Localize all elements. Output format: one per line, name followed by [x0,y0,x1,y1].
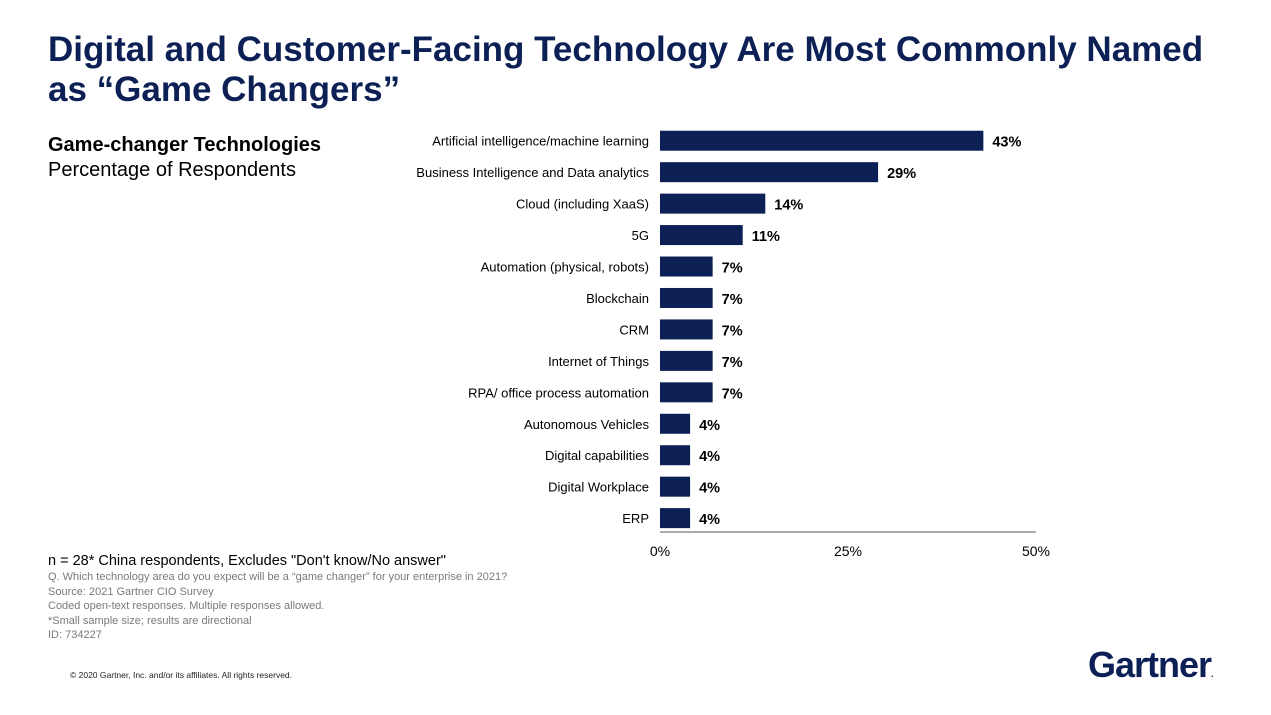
data-label: 43% [992,135,1021,151]
category-label: Digital capabilities [545,448,650,463]
category-label: Blockchain [586,291,649,306]
bar [660,130,984,151]
x-tick-label: 0% [650,543,670,559]
bar [660,162,879,183]
footnote-sample-size: n = 28* China respondents, Excludes "Don… [48,553,446,569]
bar [660,445,691,466]
copyright: © 2020 Gartner, Inc. and/or its affiliat… [70,670,293,680]
data-label: 4% [699,449,720,465]
data-label: 7% [722,323,743,339]
category-label: CRM [619,322,649,337]
footnote-question: Q. Which technology area do you expect w… [48,571,508,583]
category-label: Internet of Things [548,354,649,369]
category-label: Digital Workplace [548,480,649,495]
category-label: Artificial intelligence/machine learning [432,134,649,149]
logo-mark: . [1211,669,1214,679]
bar [660,225,743,246]
data-label: 4% [699,481,720,497]
x-tick-label: 25% [834,543,862,559]
bar [660,508,691,529]
category-label: RPA/ office process automation [468,385,649,400]
category-label: Cloud (including XaaS) [516,197,649,212]
slide-title: Digital and Customer-Facing Technology A… [48,30,1204,109]
data-label: 4% [699,418,720,434]
category-label: Autonomous Vehicles [524,417,650,432]
footnote-id: ID: 734227 [48,629,102,641]
category-label: Business Intelligence and Data analytics [416,165,649,180]
bar [660,287,713,308]
bar [660,256,713,277]
footnote-coding: Coded open-text responses. Multiple resp… [48,600,325,612]
chart-subtitle-main: Game-changer Technologies [48,134,322,156]
gartner-logo: Gartner. [1088,645,1214,694]
data-label: 11% [752,229,780,245]
category-label: 5G [632,228,649,243]
logo-text: Gartner [1088,644,1212,685]
chart-subtitle: Game-changer Technologies Percentage of … [48,133,321,183]
bar [660,319,713,340]
bar-chart: Artificial intelligence/machine learning… [416,130,1050,559]
footnote-source: Source: 2021 Gartner CIO Survey [48,585,214,598]
category-label: Automation (physical, robots) [481,260,649,275]
bar [660,413,691,434]
data-label: 4% [699,512,720,528]
footnotes: n = 28* China respondents, Excludes "Don… [48,552,507,643]
data-label: 7% [722,292,743,308]
x-tick-label: 50% [1022,543,1050,559]
footnote-sample-note: *Small sample size; results are directio… [48,614,252,627]
category-label: ERP [622,511,649,526]
chart-subtitle-sub: Percentage of Respondents [48,159,296,181]
data-label: 14% [774,198,803,214]
bar [660,350,713,371]
bar [660,476,691,497]
data-label: 29% [887,166,916,182]
data-label: 7% [722,261,743,277]
data-label: 7% [722,386,743,402]
bar [660,382,713,403]
bar [660,193,766,214]
data-label: 7% [722,355,743,371]
